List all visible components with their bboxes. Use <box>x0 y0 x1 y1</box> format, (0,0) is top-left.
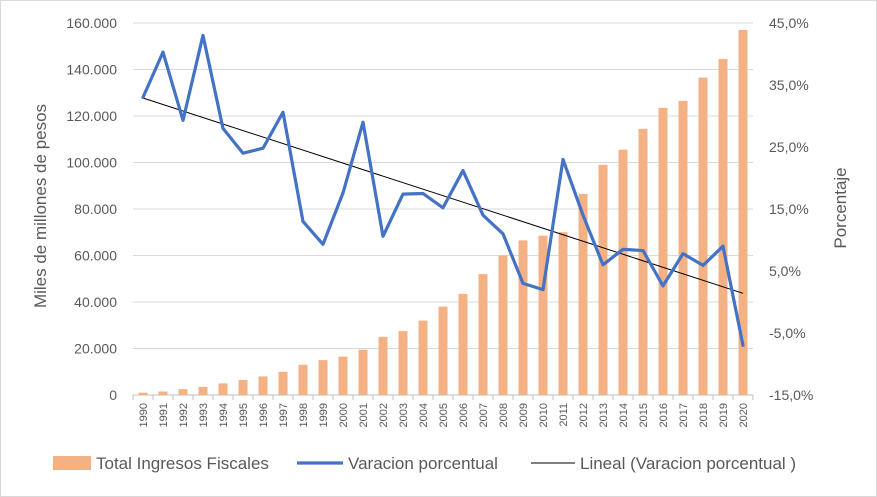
x-tick-label: 2015 <box>638 403 650 427</box>
left-tick-label: 80.000 <box>74 201 117 217</box>
bar <box>598 164 608 395</box>
left-tick-label: 120.000 <box>66 108 117 124</box>
x-tick-label: 2006 <box>458 403 470 427</box>
right-tick-label: -5,0% <box>769 325 806 341</box>
x-tick-label: 2018 <box>698 403 710 427</box>
bar <box>178 389 188 395</box>
x-tick-label: 1992 <box>178 403 190 427</box>
bar <box>358 349 368 395</box>
bar <box>738 29 748 395</box>
x-tick-label: 2017 <box>678 403 690 427</box>
bar <box>258 376 268 395</box>
line-path <box>141 33 745 347</box>
right-tick-label: -15,0% <box>769 387 813 403</box>
bar <box>158 391 168 395</box>
bar <box>138 392 148 395</box>
x-tick-label: 2013 <box>598 403 610 427</box>
x-tick-label: 2019 <box>718 403 730 427</box>
x-tick-label: 1993 <box>198 403 210 427</box>
bar <box>458 293 468 395</box>
right-tick-label: 35,0% <box>769 77 809 93</box>
bar <box>698 77 708 395</box>
left-axis-ticks: 0 20.000 40.000 60.000 80.000 100.000 120.000 1… <box>66 15 117 403</box>
right-tick-label: 5,0% <box>769 263 801 279</box>
bar <box>418 320 428 395</box>
bar <box>578 193 588 395</box>
legend-label-bars: Total Ingresos Fiscales <box>96 454 269 473</box>
x-tick-label: 1990 <box>138 403 150 427</box>
x-tick-label: 1994 <box>218 403 230 427</box>
x-tick-label: 2008 <box>498 403 510 427</box>
x-tick-label: 2012 <box>578 403 590 427</box>
x-tick-label: 2000 <box>338 403 350 427</box>
x-tick-label: 2011 <box>558 403 570 427</box>
right-axis-title: Porcentaje <box>831 167 850 248</box>
x-tick-label: 2003 <box>398 403 410 427</box>
bar <box>478 274 488 395</box>
x-tick-label: 2005 <box>438 403 450 427</box>
x-tick-label: 1991 <box>158 403 170 427</box>
right-axis-ticks: -15,0% -5,0% 5,0% 15,0% 25,0% 35,0% 45,0% <box>769 15 813 403</box>
left-tick-label: 40.000 <box>74 294 117 310</box>
bar <box>518 240 528 395</box>
x-axis-ticks: 1990 1991 1992 1993 1994 1995 1996 1997 1998 1999… <box>132 395 754 427</box>
bar <box>218 383 228 395</box>
right-tick-label: 45,0% <box>769 15 809 31</box>
bar <box>298 364 308 395</box>
x-tick-label: 2010 <box>538 403 550 427</box>
bar <box>378 336 388 395</box>
x-tick-label: 1998 <box>298 403 310 427</box>
left-tick-label: 60.000 <box>74 248 117 264</box>
bar <box>338 356 348 395</box>
x-tick-label: 2014 <box>618 403 630 427</box>
left-tick-label: 140.000 <box>66 62 117 78</box>
x-tick-label: 2001 <box>358 403 370 427</box>
bar <box>278 371 288 395</box>
bar <box>618 149 628 395</box>
trendline <box>142 97 744 294</box>
right-tick-label: 15,0% <box>769 201 809 217</box>
right-tick-label: 25,0% <box>769 139 809 155</box>
legend-swatch-bars <box>53 456 91 470</box>
x-tick-label: 2002 <box>378 403 390 427</box>
bar-series <box>138 29 748 396</box>
left-tick-label: 160.000 <box>66 15 117 31</box>
bar <box>638 128 648 395</box>
bar <box>398 331 408 395</box>
left-axis-title: Miles de millones de pesos <box>31 104 50 308</box>
bar <box>538 235 548 395</box>
bar <box>558 232 568 395</box>
legend-label-line: Varacion porcentual <box>348 454 498 473</box>
trendline-series <box>142 97 744 294</box>
legend-label-trend: Lineal (Varacion porcentual ) <box>580 454 796 473</box>
x-tick-label: 2016 <box>658 403 670 427</box>
x-tick-label: 1996 <box>258 403 270 427</box>
left-tick-label: 20.000 <box>74 341 117 357</box>
bar <box>198 386 208 395</box>
legend: Total Ingresos Fiscales Varacion porcentu… <box>53 454 796 473</box>
bar <box>318 360 328 395</box>
bar <box>718 59 728 395</box>
line-series <box>141 33 745 347</box>
x-tick-label: 1999 <box>318 403 330 427</box>
x-tick-label: 2009 <box>518 403 530 427</box>
x-tick-label: 1995 <box>238 403 250 427</box>
left-tick-label: 100.000 <box>66 155 117 171</box>
bar <box>678 100 688 395</box>
bar <box>498 255 508 395</box>
x-tick-label: 2020 <box>738 403 750 427</box>
bar <box>438 306 448 395</box>
left-tick-label: 0 <box>109 387 117 403</box>
x-tick-label: 1997 <box>278 403 290 427</box>
bar <box>238 379 248 395</box>
x-tick-label: 2004 <box>418 403 430 427</box>
x-tick-label: 2007 <box>478 403 490 427</box>
bar <box>658 107 668 396</box>
